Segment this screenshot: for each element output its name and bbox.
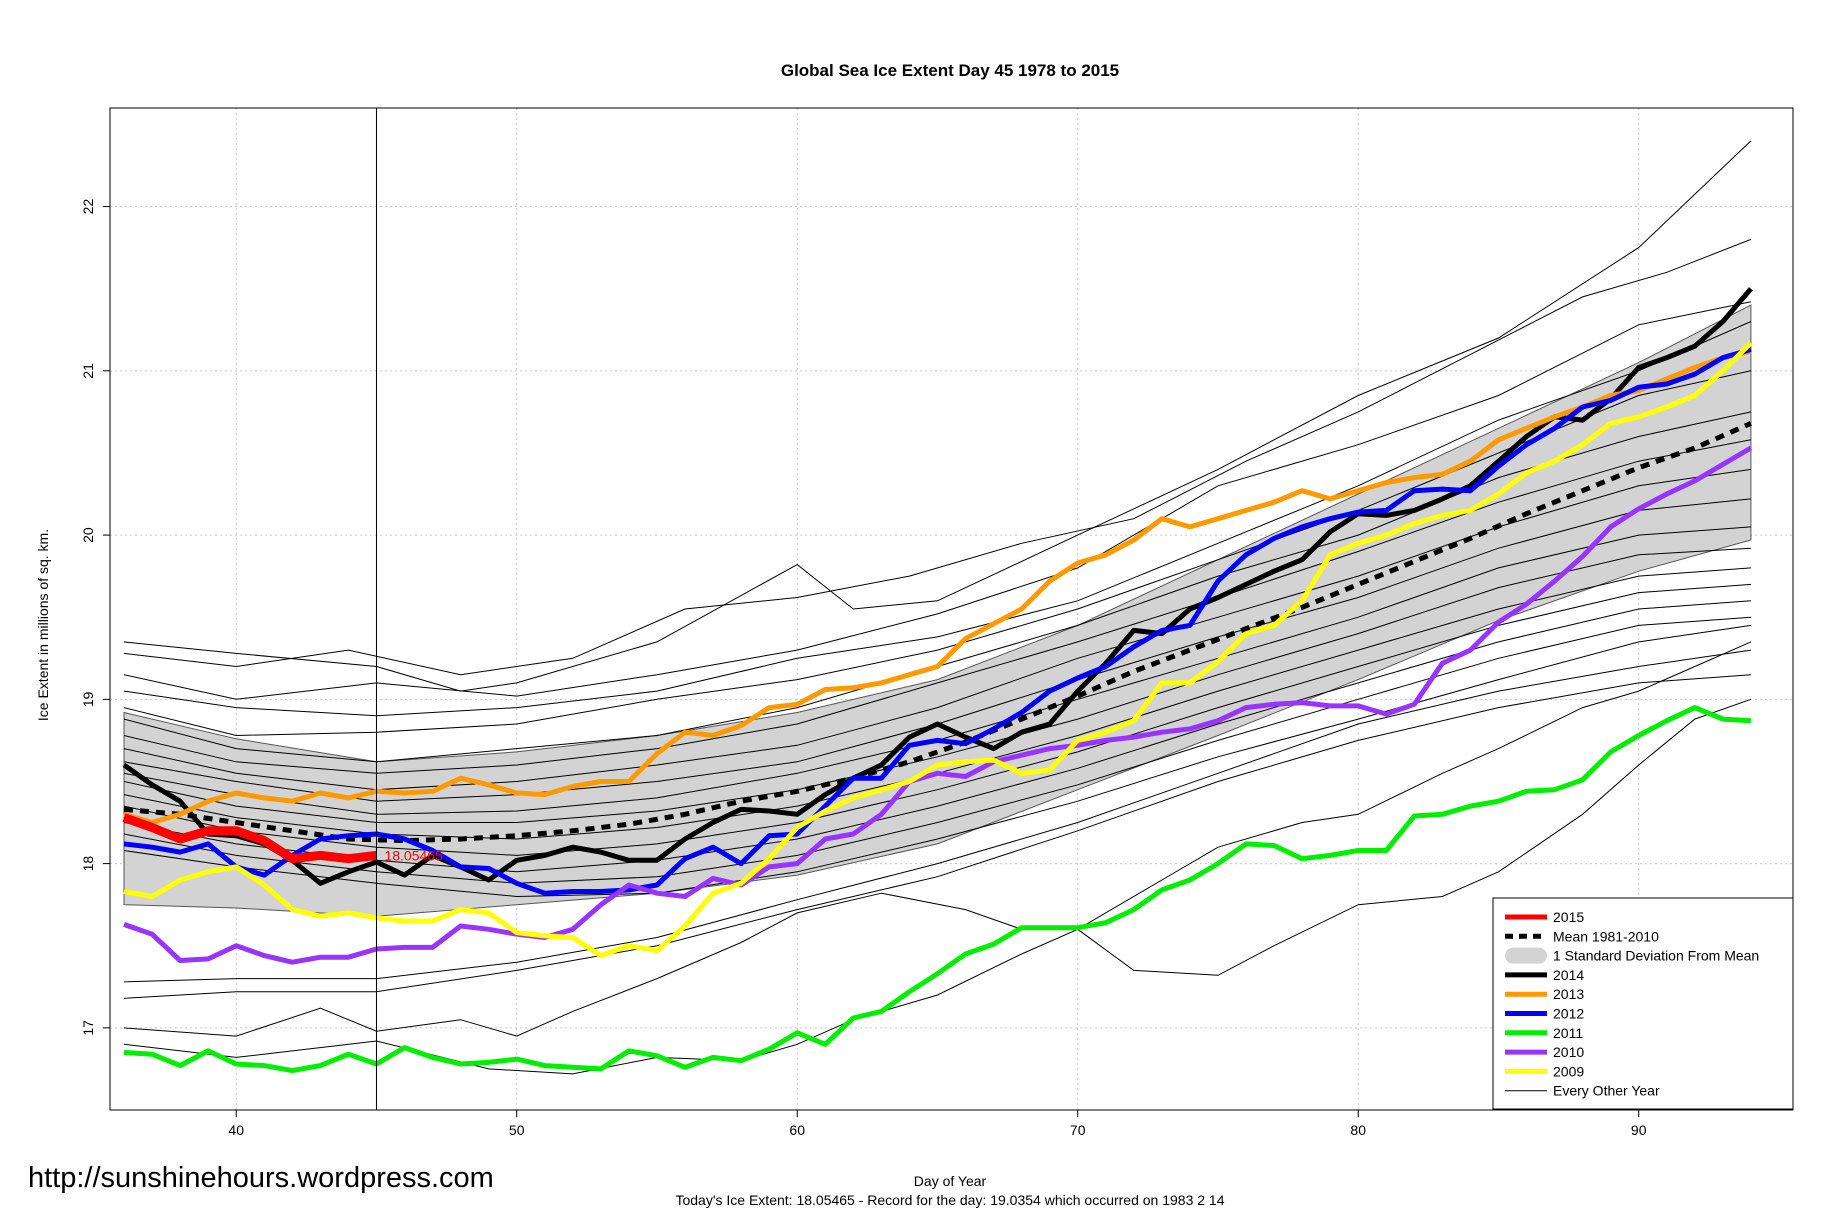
series-2014-line	[122, 287, 1753, 886]
series-2009-line	[123, 341, 1753, 959]
series-layer	[122, 287, 1753, 1074]
std-dev-band	[123, 304, 1752, 917]
plot-frame	[109, 107, 1794, 1111]
legend-label: 1 Standard Deviation From Mean	[1553, 948, 1759, 964]
legend-label: 2010	[1553, 1044, 1584, 1060]
today-value-label: 18.05465	[384, 847, 443, 863]
other-year-line	[123, 641, 1752, 1075]
legend-swatch-band	[1505, 947, 1547, 964]
series-2011-line	[123, 705, 1752, 1074]
legend-label: 2013	[1553, 986, 1584, 1002]
legend-label: 2009	[1553, 1063, 1584, 1079]
legend-label: 2011	[1553, 1025, 1583, 1041]
chart-title: Global Sea Ice Extent Day 45 1978 to 201…	[781, 61, 1119, 80]
x-tick-label: 70	[1070, 1122, 1086, 1138]
other-year-line	[123, 140, 1752, 692]
other-year-line	[123, 698, 1752, 1037]
legend-label: 2014	[1553, 967, 1584, 983]
footer-text: Today's Ice Extent: 18.05465 - Record fo…	[675, 1192, 1224, 1208]
x-axis-label: Day of Year	[914, 1173, 987, 1189]
today-marker-layer: 18.05465	[375, 108, 443, 1110]
watermark-url: http://sunshinehours.wordpress.com	[28, 1162, 494, 1194]
x-tick-label: 90	[1631, 1122, 1647, 1138]
y-tick-label: 22	[80, 199, 96, 215]
x-tick-label: 60	[789, 1122, 805, 1138]
legend-label: Every Other Year	[1553, 1083, 1660, 1099]
axis-ticks: 40 50 60 70 80 90 17 18 19 20 21 22	[80, 199, 1647, 1138]
x-tick-label: 80	[1350, 1122, 1366, 1138]
mean-line	[123, 421, 1752, 844]
std-dev-band-layer	[123, 304, 1752, 917]
series-2015-line	[122, 813, 378, 864]
legend: 2015 Mean 1981-2010 1 Standard Deviation F…	[1492, 897, 1794, 1110]
legend-label: 2012	[1553, 1006, 1584, 1022]
x-tick-label: 40	[228, 1122, 244, 1138]
other-year-line	[123, 238, 1752, 676]
y-tick-label: 18	[80, 856, 96, 872]
series-2010-line	[123, 445, 1753, 965]
series-2012-line	[123, 347, 1752, 896]
legend-label: Mean 1981-2010	[1553, 928, 1659, 944]
y-tick-label: 19	[80, 691, 96, 707]
series-2013-line	[123, 348, 1752, 825]
legend-label: 2015	[1553, 909, 1584, 925]
y-tick-label: 17	[80, 1020, 96, 1036]
x-tick-label: 50	[509, 1122, 525, 1138]
y-axis-label: Ice Extent in millions of sq. km.	[35, 529, 51, 721]
y-tick-label: 20	[80, 527, 96, 543]
y-tick-label: 21	[80, 363, 96, 379]
